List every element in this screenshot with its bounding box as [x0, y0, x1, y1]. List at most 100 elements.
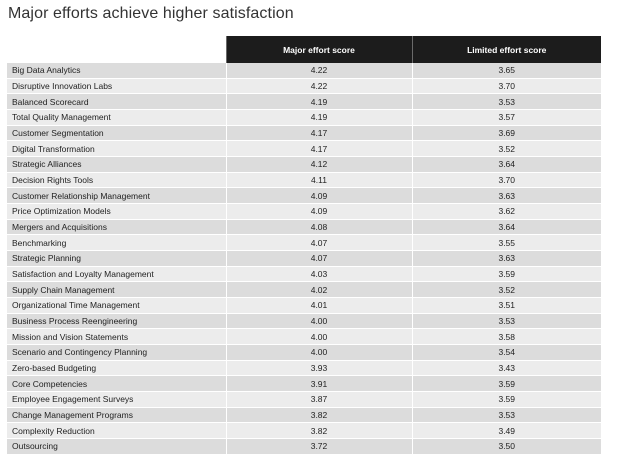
- page-title: Major efforts achieve higher satisfactio…: [8, 5, 294, 22]
- column-header-tool: [7, 36, 226, 63]
- major-effort-score-cell: 4.09: [225, 203, 412, 220]
- table-row: Balanced Scorecard 4.19 3.53: [7, 93, 601, 111]
- major-effort-score-cell: 4.11: [225, 172, 412, 189]
- major-effort-score-cell: 4.09: [225, 187, 412, 205]
- table-row: Disruptive Innovation Labs 4.22 3.70: [7, 78, 601, 95]
- table-row: Complexity Reduction 3.82 3.49: [7, 422, 601, 440]
- limited-effort-score-cell: 3.53: [411, 407, 601, 424]
- major-effort-score-cell: 4.19: [225, 93, 412, 111]
- tool-name-cell: Scenario and Contingency Planning: [7, 344, 226, 361]
- table-row: Change Management Programs 3.82 3.53: [7, 407, 601, 424]
- tool-name-cell: Zero-based Budgeting: [7, 360, 226, 377]
- table-row: Business Process Reengineering 4.00 3.53: [7, 313, 601, 330]
- table-row: Customer Relationship Management 4.09 3.63: [7, 187, 601, 205]
- limited-effort-score-cell: 3.70: [411, 172, 601, 189]
- column-header-limited-effort: Limited effort score: [411, 36, 601, 63]
- limited-effort-score-cell: 3.59: [411, 375, 601, 393]
- limited-effort-score-cell: 3.52: [411, 281, 601, 299]
- limited-effort-score-cell: 3.55: [411, 234, 601, 252]
- tool-name-cell: Total Quality Management: [7, 109, 226, 126]
- limited-effort-score-cell: 3.63: [411, 250, 601, 267]
- tool-name-cell: Digital Transformation: [7, 140, 226, 158]
- major-effort-score-cell: 4.17: [225, 140, 412, 158]
- table-row: Strategic Alliances 4.12 3.64: [7, 156, 601, 173]
- major-effort-score-cell: 4.07: [225, 234, 412, 252]
- tool-name-cell: Satisfaction and Loyalty Management: [7, 266, 226, 283]
- limited-effort-score-cell: 3.59: [411, 391, 601, 408]
- limited-effort-score-cell: 3.43: [411, 360, 601, 377]
- tool-name-cell: Customer Relationship Management: [7, 187, 226, 205]
- table-row: Price Optimization Models 4.09 3.62: [7, 203, 601, 220]
- major-effort-score-cell: 4.01: [225, 297, 412, 314]
- major-effort-score-cell: 4.12: [225, 156, 412, 173]
- major-effort-score-cell: 4.17: [225, 125, 412, 142]
- tool-name-cell: Price Optimization Models: [7, 203, 226, 220]
- table-row: Total Quality Management 4.19 3.57: [7, 109, 601, 126]
- limited-effort-score-cell: 3.59: [411, 266, 601, 283]
- tool-name-cell: Core Competencies: [7, 375, 226, 393]
- limited-effort-score-cell: 3.70: [411, 78, 601, 95]
- major-effort-score-cell: 3.87: [225, 391, 412, 408]
- major-effort-score-cell: 3.91: [225, 375, 412, 393]
- tool-name-cell: Benchmarking: [7, 234, 226, 252]
- tool-name-cell: Employee Engagement Surveys: [7, 391, 226, 408]
- table-row: Supply Chain Management 4.02 3.52: [7, 281, 601, 299]
- table-row: Organizational Time Management 4.01 3.51: [7, 297, 601, 314]
- limited-effort-score-cell: 3.54: [411, 344, 601, 361]
- header-row: Major effort score Limited effort score: [7, 36, 601, 63]
- tool-name-cell: Big Data Analytics: [7, 63, 226, 79]
- major-effort-score-cell: 4.00: [225, 328, 412, 346]
- limited-effort-score-cell: 3.65: [411, 63, 601, 79]
- major-effort-score-cell: 3.82: [225, 407, 412, 424]
- tool-name-cell: Supply Chain Management: [7, 281, 226, 299]
- limited-effort-score-cell: 3.63: [411, 187, 601, 205]
- tool-name-cell: Mission and Vision Statements: [7, 328, 226, 346]
- limited-effort-score-cell: 3.58: [411, 328, 601, 346]
- major-effort-score-cell: 3.82: [225, 422, 412, 440]
- tool-name-cell: Business Process Reengineering: [7, 313, 226, 330]
- tool-name-cell: Disruptive Innovation Labs: [7, 78, 226, 95]
- major-effort-score-cell: 4.00: [225, 344, 412, 361]
- table-row: Decision Rights Tools 4.11 3.70: [7, 172, 601, 189]
- tool-name-cell: Complexity Reduction: [7, 422, 226, 440]
- table-row: Satisfaction and Loyalty Management 4.03 3…: [7, 266, 601, 283]
- table-row: Core Competencies 3.91 3.59: [7, 375, 601, 393]
- major-effort-score-cell: 3.93: [225, 360, 412, 377]
- major-effort-score-cell: 4.22: [225, 78, 412, 95]
- table-row: Strategic Planning 4.07 3.63: [7, 250, 601, 267]
- limited-effort-score-cell: 3.51: [411, 297, 601, 314]
- table-row: Mission and Vision Statements 4.00 3.58: [7, 328, 601, 346]
- table-row: Customer Segmentation 4.17 3.69: [7, 125, 601, 142]
- table-row: Employee Engagement Surveys 3.87 3.59: [7, 391, 601, 408]
- table-row: Zero-based Budgeting 3.93 3.43: [7, 360, 601, 377]
- limited-effort-score-cell: 3.49: [411, 422, 601, 440]
- limited-effort-score-cell: 3.69: [411, 125, 601, 142]
- limited-effort-score-cell: 3.57: [411, 109, 601, 126]
- table-row: Digital Transformation 4.17 3.52: [7, 140, 601, 158]
- tool-name-cell: Strategic Alliances: [7, 156, 226, 173]
- tool-name-cell: Organizational Time Management: [7, 297, 226, 314]
- tool-name-cell: Decision Rights Tools: [7, 172, 226, 189]
- tool-name-cell: Balanced Scorecard: [7, 93, 226, 111]
- major-effort-score-cell: 4.08: [225, 219, 412, 236]
- limited-effort-score-cell: 3.53: [411, 93, 601, 111]
- major-effort-score-cell: 4.07: [225, 250, 412, 267]
- limited-effort-score-cell: 3.64: [411, 219, 601, 236]
- major-effort-score-cell: 4.22: [225, 63, 412, 79]
- column-header-major-effort: Major effort score: [225, 36, 412, 63]
- major-effort-score-cell: 4.02: [225, 281, 412, 299]
- limited-effort-score-cell: 3.62: [411, 203, 601, 220]
- table-row: Big Data Analytics 4.22 3.65: [7, 63, 601, 79]
- tool-name-cell: Customer Segmentation: [7, 125, 226, 142]
- limited-effort-score-cell: 3.64: [411, 156, 601, 173]
- satisfaction-table: Major effort score Limited effort score …: [7, 36, 601, 455]
- major-effort-score-cell: 4.00: [225, 313, 412, 330]
- tool-name-cell: Change Management Programs: [7, 407, 226, 424]
- major-effort-score-cell: 4.19: [225, 109, 412, 126]
- limited-effort-score-cell: 3.53: [411, 313, 601, 330]
- major-effort-score-cell: 4.03: [225, 266, 412, 283]
- table-row: Scenario and Contingency Planning 4.00 3.5…: [7, 344, 601, 361]
- limited-effort-score-cell: 3.52: [411, 140, 601, 158]
- table-row: Benchmarking 4.07 3.55: [7, 234, 601, 252]
- tool-name-cell: Mergers and Acquisitions: [7, 219, 226, 236]
